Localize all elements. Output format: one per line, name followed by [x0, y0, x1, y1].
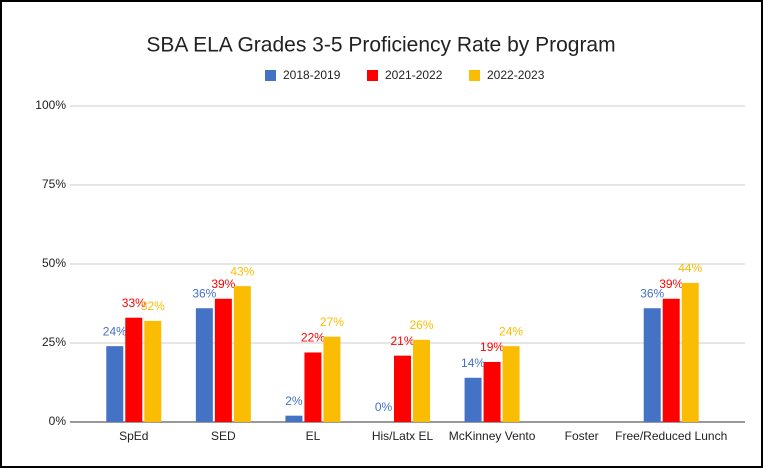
bar [483, 361, 501, 422]
value-label: 26% [409, 318, 433, 332]
x-tick-label: SED [211, 429, 236, 443]
x-tick-label: EL [306, 429, 321, 443]
legend-swatch [469, 70, 480, 81]
value-label: 19% [480, 340, 504, 354]
x-tick-label: Foster [565, 429, 599, 443]
y-tick-label: 50% [42, 256, 66, 270]
x-tick-label: His/Latx EL [372, 429, 434, 443]
value-label: 32% [141, 299, 165, 313]
bar [413, 339, 430, 422]
bar [323, 336, 341, 422]
value-label: 24% [499, 324, 523, 338]
y-tick-label: 0% [49, 414, 67, 428]
value-label: 39% [659, 277, 683, 291]
y-tick-label: 75% [42, 177, 66, 191]
bar [394, 355, 411, 422]
bar [214, 298, 232, 422]
value-label: 21% [390, 334, 414, 348]
x-tick-label: SpEd [119, 429, 148, 443]
legend-label: 2022-2023 [487, 68, 545, 82]
value-label: 36% [640, 286, 664, 300]
bar [662, 298, 680, 422]
bar [125, 317, 143, 422]
bar [233, 286, 251, 422]
value-label: 44% [678, 261, 702, 275]
x-tick-label: McKinney Vento [449, 429, 536, 443]
value-label: 39% [211, 277, 235, 291]
chart-title: SBA ELA Grades 3-5 Proficiency Rate by P… [146, 34, 615, 57]
bar [195, 308, 213, 422]
bar [144, 320, 162, 422]
bar [681, 282, 699, 422]
y-tick-label: 25% [42, 335, 66, 349]
legend-label: 2021-2022 [385, 68, 443, 82]
bar [502, 346, 520, 422]
value-label: 14% [461, 356, 485, 370]
legend-swatch [367, 70, 378, 81]
legend-label: 2018-2019 [283, 68, 341, 82]
value-label: 27% [320, 315, 344, 329]
x-tick-label: Free/Reduced Lunch [615, 429, 727, 443]
value-label: 24% [103, 324, 127, 338]
bar [464, 377, 482, 422]
bar [643, 308, 661, 422]
value-label: 0% [375, 400, 393, 414]
bar [304, 352, 322, 422]
value-label: 22% [301, 331, 325, 345]
bar [106, 346, 124, 422]
value-label: 43% [230, 264, 254, 278]
value-label: 2% [285, 394, 303, 408]
bar [285, 415, 303, 422]
legend-swatch [265, 70, 276, 81]
value-label: 33% [122, 296, 146, 310]
value-label: 36% [192, 286, 216, 300]
y-tick-label: 100% [35, 98, 66, 112]
